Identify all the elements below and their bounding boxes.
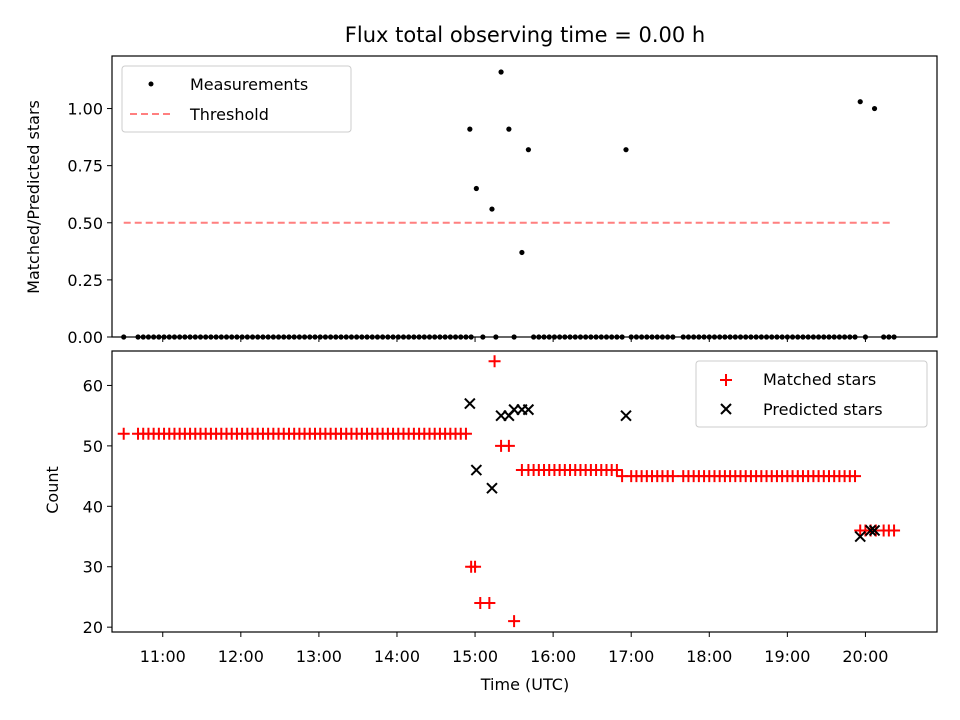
- matched-star-point: [117, 427, 130, 440]
- measurement-point: [498, 69, 504, 75]
- measurement-point: [525, 147, 532, 153]
- bottom-y-ticks: 20 30 40 50 60: [83, 376, 112, 637]
- measurement-point: [623, 147, 629, 153]
- bottom-axes-frame: [111, 350, 938, 633]
- legend-matched-marker: [720, 374, 732, 386]
- measurement-point: [489, 206, 495, 212]
- legend-measurements-marker: [148, 81, 154, 87]
- predicted-star-point: [522, 403, 535, 416]
- measurement-point: [871, 105, 878, 112]
- bottom-x-tick-label: 11:00: [140, 647, 186, 666]
- legend-matched-label: Matched stars: [763, 370, 876, 389]
- bottom-x-ticks: 11:00 12:00 13:00 14:00 15:00 16:00 17:00 18:00…: [140, 632, 888, 666]
- top-y-tick-label: 0.75: [67, 157, 103, 176]
- matched-star-point: [483, 596, 496, 609]
- bottom-x-axis-label: Time (UTC): [480, 675, 569, 694]
- matched-star-point: [459, 427, 472, 440]
- top-y-ticks: 0.00 0.25 0.50 0.75 1.00: [67, 100, 112, 347]
- bottom-legend-box: [695, 360, 928, 428]
- top-y-tick-label: 1.00: [67, 100, 103, 119]
- matched-star-point: [502, 439, 515, 452]
- legend-measurements-label: Measurements: [190, 75, 308, 94]
- legend-threshold-label: Threshold: [189, 105, 269, 124]
- bottom-x-tick-label: 15:00: [452, 647, 498, 666]
- bottom-y-tick-label: 50: [83, 437, 103, 456]
- bottom-x-tick-label: 20:00: [842, 647, 888, 666]
- bottom-y-axis-label: Count: [43, 466, 62, 514]
- chart-title: Flux total observing time = 0.00 h: [345, 23, 705, 47]
- bottom-y-tick-label: 30: [83, 558, 103, 577]
- measurement-point: [506, 126, 512, 132]
- bottom-x-tick-label: 13:00: [296, 647, 342, 666]
- matched-star-point: [888, 524, 901, 537]
- bottom-y-tick-label: 60: [83, 376, 103, 395]
- bottom-x-tick-label: 18:00: [686, 647, 732, 666]
- matched-star-point: [666, 470, 679, 483]
- bottom-x-tick-label: 14:00: [374, 647, 420, 666]
- bottom-plot-marks: [117, 355, 901, 628]
- predicted-star-point: [464, 397, 476, 410]
- top-y-axis-label: Matched/Predicted stars: [24, 100, 43, 294]
- matched-star-point: [488, 355, 501, 368]
- measurement-point: [519, 249, 525, 256]
- predicted-star-point: [854, 530, 866, 543]
- bottom-x-tick-label: 19:00: [764, 647, 810, 666]
- measurement-point: [857, 99, 863, 105]
- top-y-tick-label: 0.50: [67, 214, 103, 233]
- matched-star-point: [849, 470, 862, 483]
- bottom-x-tick-label: 16:00: [530, 647, 576, 666]
- matched-star-point: [610, 464, 623, 477]
- top-panel: Flux total observing time = 0.00 h Match…: [24, 23, 938, 347]
- predicted-star-point: [486, 482, 498, 494]
- predicted-star-point: [868, 524, 881, 537]
- predicted-star-point: [620, 409, 632, 422]
- top-y-tick-label: 0.25: [67, 271, 103, 290]
- top-y-tick-label: 0.00: [67, 328, 103, 347]
- bottom-x-tick-label: 12:00: [218, 647, 264, 666]
- matched-star-point: [508, 615, 521, 628]
- top-axes-frame: [111, 55, 938, 338]
- bottom-legend: Matched stars Predicted stars: [695, 360, 928, 428]
- matched-star-point: [469, 560, 482, 573]
- predicted-star-point: [470, 464, 483, 476]
- bottom-x-tick-label: 17:00: [608, 647, 654, 666]
- legend-predicted-marker: [720, 403, 732, 415]
- bottom-panel: Count Time (UTC) 20 30 40 50 60 11:00 12:00 13…: [43, 350, 938, 694]
- legend-predicted-label: Predicted stars: [763, 400, 883, 419]
- bottom-y-tick-label: 20: [83, 618, 103, 637]
- measurement-point: [473, 185, 479, 192]
- measurement-point: [467, 126, 473, 132]
- bottom-y-tick-label: 40: [83, 497, 103, 516]
- top-legend-box: [121, 65, 352, 133]
- predicted-star-point: [864, 524, 877, 537]
- top-legend: Measurements Threshold: [121, 65, 352, 133]
